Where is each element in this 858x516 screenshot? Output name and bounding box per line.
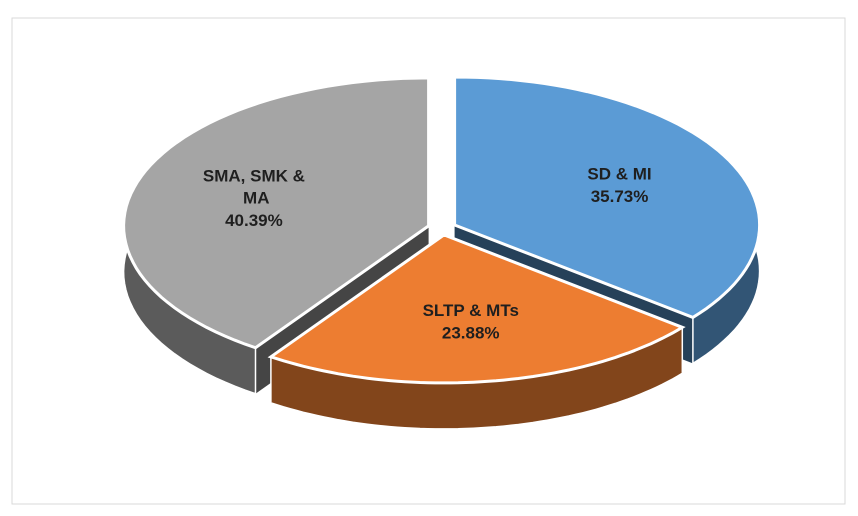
slice: [453, 75, 762, 320]
slice-value-label: 40.39%: [225, 211, 283, 230]
label-line: MA: [238, 189, 269, 208]
slice: [122, 76, 431, 350]
slice-value-label: 23.88%: [442, 323, 500, 342]
slice-category-label: SD & MI: [587, 165, 651, 184]
label-line: SMA, SMK &: [203, 167, 305, 186]
slice: [267, 233, 686, 385]
slice-category-label: SMA, SMK & MA: [203, 167, 305, 208]
label-line: SD & MI: [587, 165, 651, 184]
slice-value-label: 35.73%: [591, 187, 649, 206]
label-line: SLTP & MTs: [423, 301, 519, 320]
slice-category-label: SLTP & MTs: [423, 301, 519, 320]
